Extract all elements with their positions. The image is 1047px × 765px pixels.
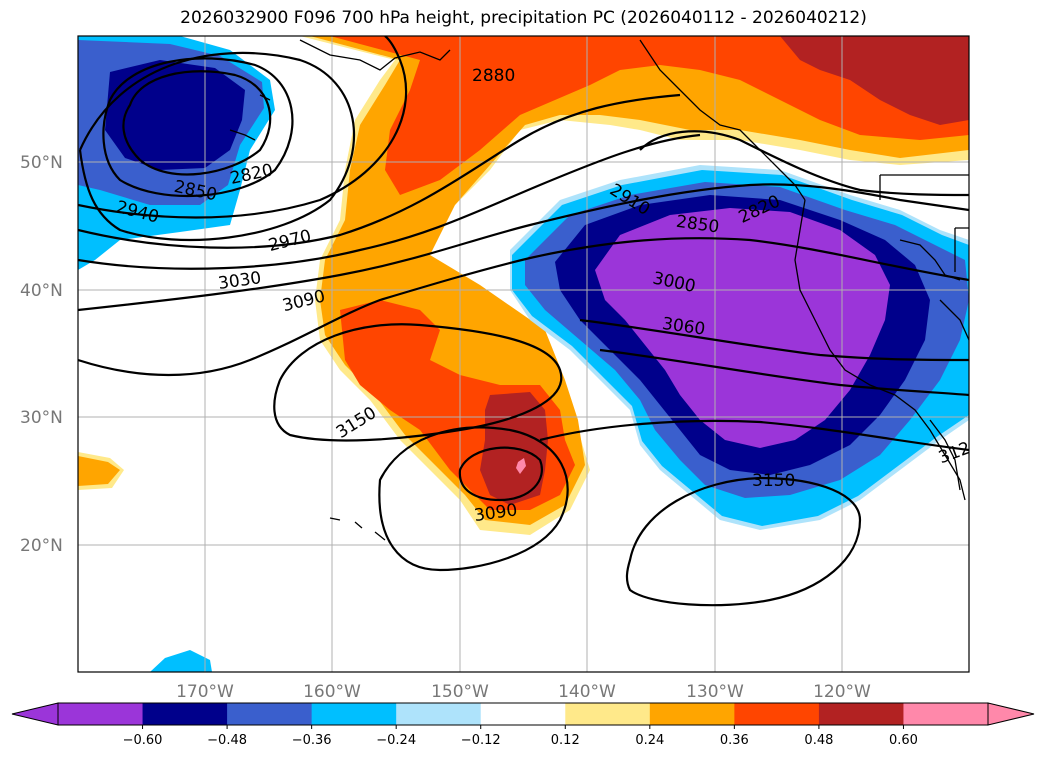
colorbar-extend-high — [987, 702, 1035, 726]
colorbar: −0.60 −0.48 −0.36 −0.24 −0.12 0.12 0.24 0.36 0.4… — [11, 702, 1035, 748]
colorbar-tick-label: 0.12 — [551, 733, 580, 748]
colorbar-cell — [227, 703, 313, 725]
lon-label-120w: 120°W — [813, 682, 871, 702]
colorbar-cell — [311, 703, 397, 725]
colorbar-cell — [649, 703, 735, 725]
coastlines — [229, 39, 969, 541]
colorbar-tick-label: −0.36 — [292, 733, 332, 748]
lat-label-50n: 50°N — [20, 153, 63, 173]
colorbar-cell — [734, 703, 820, 725]
lon-label-150w: 150°W — [431, 682, 489, 702]
colorbar-cell — [565, 703, 651, 725]
latitude-labels: 50°N 40°N 30°N 20°N — [20, 153, 63, 556]
colorbar-tick-label: −0.24 — [376, 733, 416, 748]
colorbar-tick-label: −0.12 — [461, 733, 501, 748]
positive-precip-shading — [78, 36, 969, 535]
colorbar-extend-low — [11, 702, 59, 726]
lon-label-160w: 160°W — [303, 682, 361, 702]
colorbar-cell — [480, 703, 566, 725]
colorbar-cell — [903, 703, 989, 725]
height-contours — [78, 36, 969, 607]
colorbar-frame — [57, 702, 989, 726]
colorbar-cell — [818, 703, 904, 725]
lon-label-130w: 130°W — [686, 682, 744, 702]
graticule — [78, 36, 969, 672]
colorbar-tick-label: 0.48 — [804, 733, 833, 748]
colorbar-tick-label: −0.48 — [207, 733, 247, 748]
colorbar-tick-label: 0.36 — [720, 733, 749, 748]
lon-label-170w: 170°W — [176, 682, 234, 702]
longitude-labels: 170°W 160°W 150°W 140°W 130°W 120°W — [176, 682, 871, 702]
colorbar-tick-label: 0.24 — [635, 733, 664, 748]
lon-label-140w: 140°W — [558, 682, 616, 702]
colorbar-tick-label: −0.60 — [123, 733, 163, 748]
lat-label-30n: 30°N — [20, 408, 63, 428]
map-title: 2026032900 F096 700 hPa height, precipit… — [180, 8, 867, 28]
map-plot-area: 2880 2820 2850 2940 2970 3030 3090 3150 … — [78, 36, 969, 672]
colorbar-cell — [396, 703, 482, 725]
colorbar-cell — [142, 703, 228, 725]
colorbar-tick-label: 0.60 — [889, 733, 918, 748]
colorbar-cell — [58, 703, 144, 725]
contour-label-3150-east: 3150 — [752, 471, 795, 491]
contour-label-2880: 2880 — [472, 66, 515, 86]
map-frame — [77, 35, 970, 673]
lat-label-20n: 20°N — [20, 536, 63, 556]
lat-label-40n: 40°N — [20, 281, 63, 301]
